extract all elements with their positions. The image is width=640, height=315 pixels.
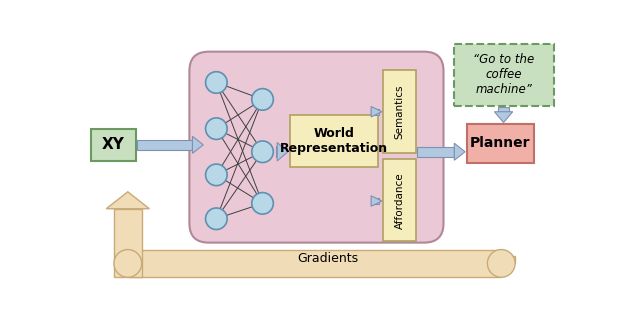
Bar xyxy=(371,198,379,204)
Circle shape xyxy=(114,249,141,277)
Text: “Go to the
coffee
machine”: “Go to the coffee machine” xyxy=(473,53,534,96)
Polygon shape xyxy=(494,112,513,123)
Bar xyxy=(276,146,277,157)
Bar xyxy=(454,44,554,106)
Circle shape xyxy=(205,208,227,230)
Bar xyxy=(128,249,501,277)
Text: Semantics: Semantics xyxy=(395,84,404,139)
Bar xyxy=(498,107,509,112)
Bar xyxy=(289,115,378,167)
Text: Affordance: Affordance xyxy=(395,172,404,229)
Bar xyxy=(91,129,136,161)
Bar xyxy=(488,256,515,263)
Polygon shape xyxy=(371,106,382,117)
FancyBboxPatch shape xyxy=(189,52,444,243)
Circle shape xyxy=(488,249,515,277)
Bar xyxy=(371,109,379,115)
Text: XY: XY xyxy=(102,137,125,152)
Circle shape xyxy=(205,164,227,186)
Polygon shape xyxy=(454,143,465,160)
Bar xyxy=(467,124,534,163)
Polygon shape xyxy=(371,196,382,206)
Circle shape xyxy=(252,89,273,110)
Polygon shape xyxy=(106,192,149,209)
Circle shape xyxy=(205,118,227,140)
Circle shape xyxy=(252,192,273,214)
Bar xyxy=(417,147,454,157)
Bar xyxy=(137,140,193,150)
Bar xyxy=(383,159,416,241)
Text: World
Representation: World Representation xyxy=(280,127,388,155)
Polygon shape xyxy=(277,143,288,161)
Text: Planner: Planner xyxy=(470,136,531,150)
Text: Gradients: Gradients xyxy=(298,252,358,265)
Bar xyxy=(383,70,416,153)
Polygon shape xyxy=(193,136,204,153)
Circle shape xyxy=(252,141,273,163)
Circle shape xyxy=(205,72,227,93)
Bar xyxy=(114,209,141,277)
